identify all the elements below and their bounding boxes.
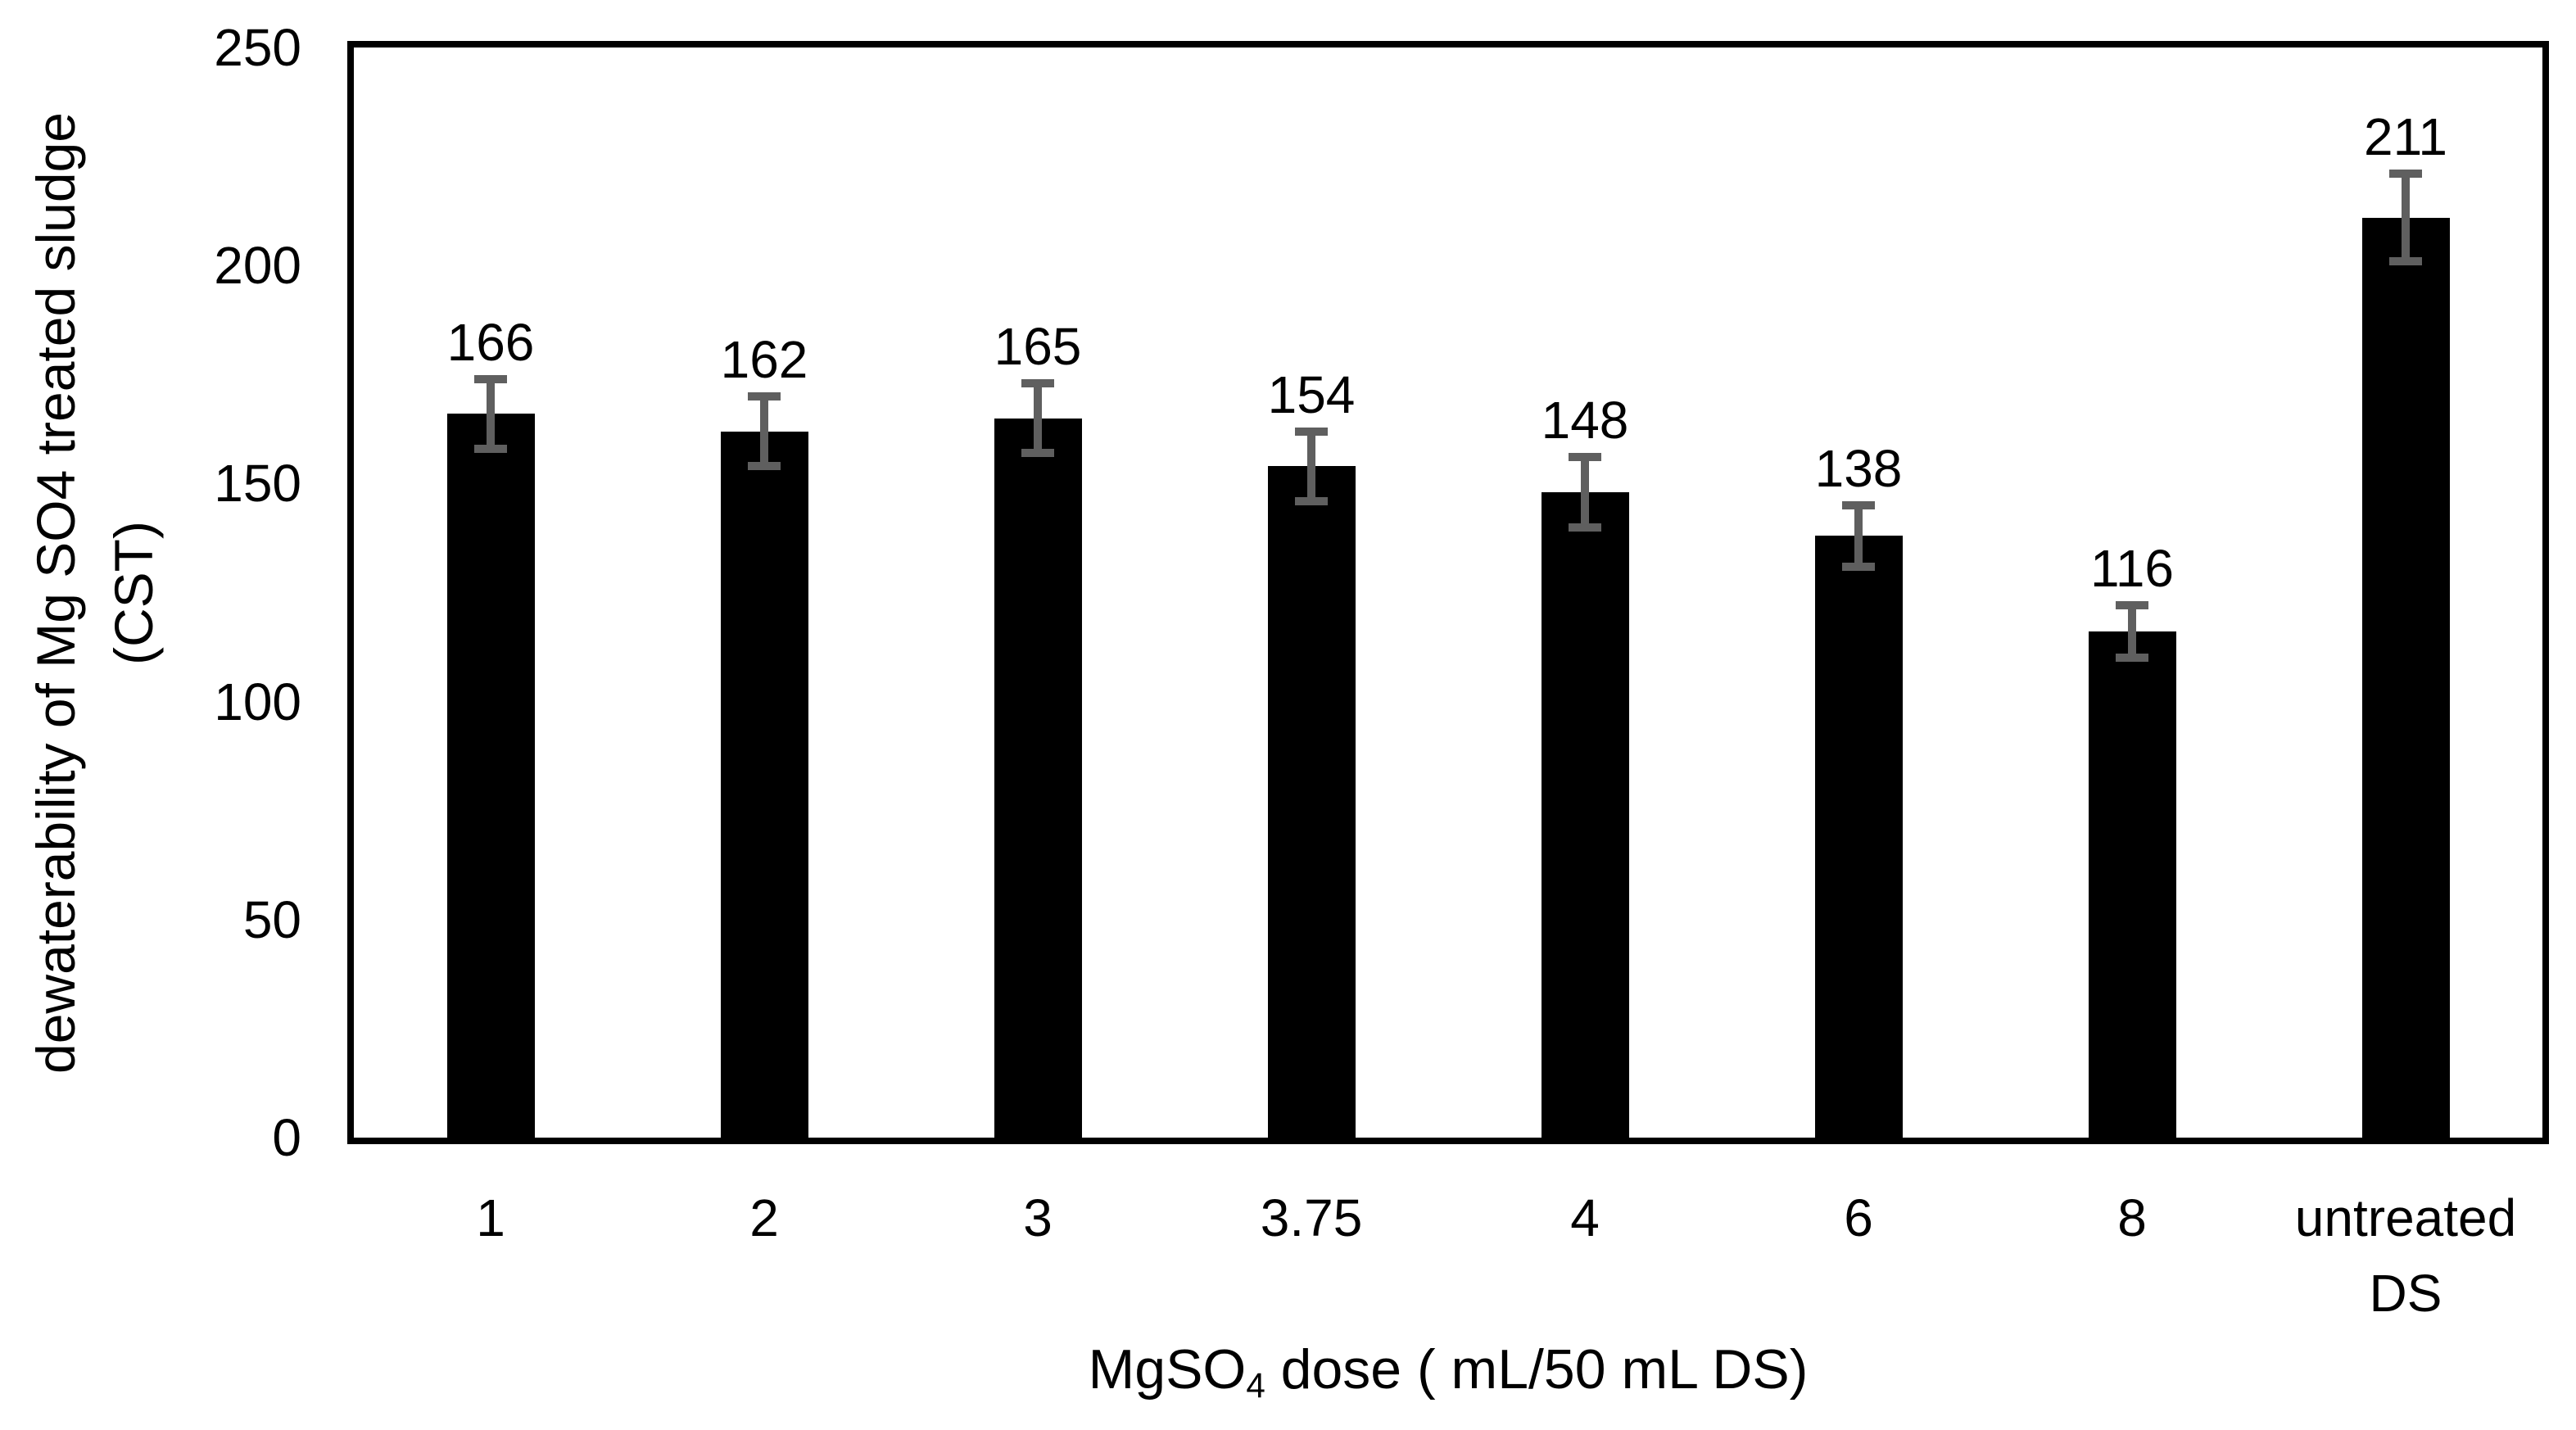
error-bar-cap-top — [1842, 501, 1875, 510]
bar — [1267, 466, 1356, 1138]
x-tick-label-line: 4 — [1570, 1188, 1600, 1247]
y-axis-title: dewaterability of Mg SO4 treated sludge … — [17, 0, 173, 1248]
error-bar-line — [2128, 605, 2136, 658]
bar — [446, 414, 535, 1138]
data-label: 162 — [720, 329, 808, 389]
bar — [994, 418, 1082, 1138]
error-bar-cap-bottom — [1295, 496, 1328, 505]
data-label: 116 — [2089, 539, 2175, 599]
bar — [2361, 217, 2450, 1138]
error-bar-cap-bottom — [2116, 654, 2148, 663]
x-tick-label-line: 1 — [476, 1188, 505, 1247]
data-label: 138 — [1814, 439, 1903, 499]
x-tick-label: 3.75 — [1139, 1180, 1483, 1256]
error-bar-cap-bottom — [2389, 256, 2422, 265]
x-tick-label-line: 2 — [749, 1188, 779, 1247]
x-tick-label-line: DS — [2369, 1264, 2442, 1323]
error-bar-cap-top — [1569, 453, 1601, 462]
x-tick-label-line: 3.75 — [1260, 1188, 1363, 1247]
data-label: 148 — [1541, 391, 1629, 450]
x-tick-label-line: untreated — [2294, 1188, 2517, 1247]
x-tick-label: 3 — [866, 1180, 1210, 1256]
bar — [2088, 631, 2176, 1138]
y-tick-label: 100 — [214, 672, 301, 731]
error-bar-cap-top — [474, 374, 507, 383]
data-label: 165 — [994, 316, 1082, 376]
y-tick-label: 0 — [272, 1108, 301, 1167]
data-label: 166 — [446, 312, 535, 372]
error-bar-line — [1307, 431, 1315, 501]
x-tick-label: 8 — [1960, 1180, 2304, 1256]
y-tick-label: 150 — [214, 454, 301, 514]
error-bar-cap-top — [748, 391, 781, 400]
bar — [1541, 492, 1629, 1138]
error-bar-cap-bottom — [1569, 523, 1601, 532]
x-tick-label: 6 — [1686, 1180, 2030, 1256]
x-axis-title: MgSO4 dose ( mL/50 mL DS) — [793, 1337, 2103, 1410]
x-tick-label-line: 3 — [1023, 1188, 1053, 1247]
bar — [1814, 536, 1903, 1138]
error-bar-line — [760, 396, 768, 467]
x-tick-label: 4 — [1413, 1180, 1757, 1256]
error-bar-line — [487, 378, 495, 449]
x-axis-title-subscript: 4 — [1246, 1365, 1265, 1405]
bar — [720, 431, 808, 1138]
error-bar-cap-top — [2116, 601, 2148, 610]
error-bar-cap-top — [1295, 427, 1328, 436]
x-tick-label: 2 — [592, 1180, 936, 1256]
error-bar-cap-top — [1021, 378, 1054, 387]
x-tick-label-line: 6 — [1844, 1188, 1873, 1247]
x-tick-label-line: 8 — [2117, 1188, 2147, 1247]
x-axis-title-prefix: MgSO — [1088, 1338, 1247, 1401]
y-axis-title-line-1: dewaterability of Mg SO4 treated sludge — [25, 112, 86, 1074]
error-bar-cap-top — [2389, 170, 2422, 179]
x-tick-label: 1 — [319, 1180, 663, 1256]
x-axis-title-suffix: dose ( mL/50 mL DS) — [1265, 1338, 1809, 1401]
error-bar-cap-bottom — [474, 444, 507, 453]
error-bar-line — [1034, 382, 1042, 454]
data-label: 154 — [1267, 364, 1356, 424]
x-tick-label: untreated DS — [2234, 1180, 2576, 1331]
y-tick-label: 50 — [242, 889, 301, 949]
error-bar-cap-bottom — [748, 462, 781, 471]
error-bar-line — [1854, 505, 1863, 567]
error-bar-line — [2402, 174, 2410, 261]
y-tick-label: 200 — [214, 236, 301, 296]
error-bar-cap-bottom — [1842, 562, 1875, 571]
data-label: 211 — [2363, 107, 2448, 167]
plot-area: 166 162 165 154 148 138 116 211 — [347, 41, 2549, 1144]
y-tick-label: 250 — [214, 18, 301, 77]
error-bar-cap-bottom — [1021, 449, 1054, 458]
error-bar-line — [1581, 457, 1589, 527]
y-axis-title-line-2: (CST) — [103, 521, 164, 665]
